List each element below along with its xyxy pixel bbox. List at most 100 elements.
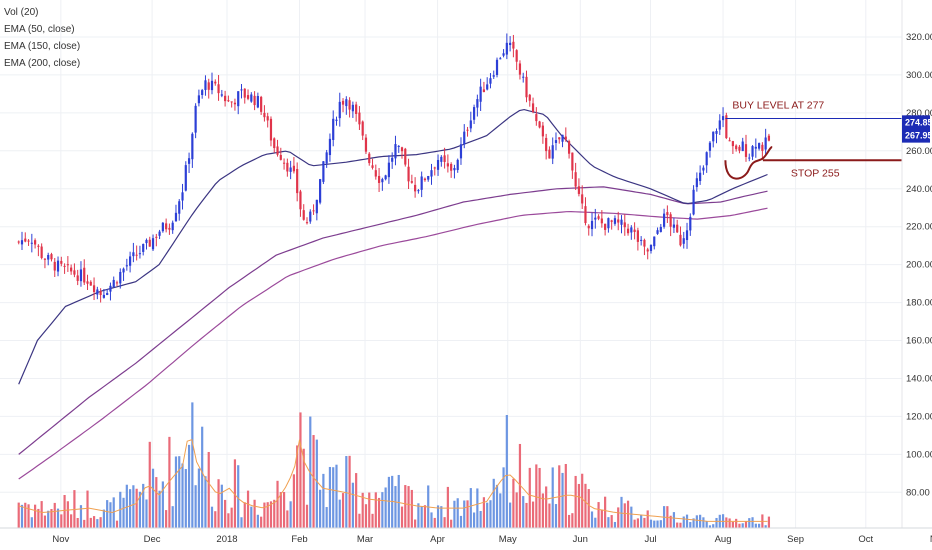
volume-bar — [210, 506, 214, 528]
candle-body — [148, 239, 151, 247]
candle-body — [623, 222, 626, 228]
volume-bar — [312, 435, 315, 528]
ema50-line — [18, 108, 768, 385]
volume-bar — [66, 501, 69, 528]
volume-bar — [151, 468, 155, 528]
legend-vol[interactable]: Vol (20) — [4, 7, 38, 18]
candle-body — [263, 112, 266, 118]
candle-body — [656, 230, 659, 234]
volume-bar — [148, 441, 151, 528]
legend-ema150[interactable]: EMA (150, close) — [4, 41, 80, 52]
volume-bar — [705, 521, 708, 528]
candle-body — [233, 102, 237, 105]
candle-body — [178, 201, 181, 214]
volume-bar — [751, 517, 754, 528]
candle-body — [571, 152, 574, 171]
candle-body — [410, 181, 413, 183]
volume-bar — [282, 491, 286, 528]
volume-bar — [214, 511, 217, 528]
candle-body — [197, 95, 200, 104]
time-tick-label: Apr — [430, 534, 445, 545]
volume-bar — [567, 514, 571, 528]
price-tick-label: 280.00 — [906, 108, 932, 119]
volume-bar — [443, 517, 446, 528]
volume-bar — [518, 443, 522, 528]
volume-bar — [250, 506, 253, 528]
volume-bar — [574, 475, 577, 528]
candle-body — [754, 146, 757, 149]
volume-bar — [30, 517, 33, 528]
candle-body — [617, 219, 620, 223]
volume-bar — [129, 489, 132, 528]
candle-body — [689, 216, 692, 231]
volume-bar — [397, 474, 400, 528]
candle-body — [237, 91, 240, 107]
ema-lines — [18, 108, 768, 480]
candle-body — [417, 190, 420, 192]
volume-bar — [407, 486, 410, 528]
volume-bar — [89, 517, 92, 528]
volume-bar — [672, 512, 676, 528]
candle-body — [355, 104, 358, 114]
volume-bar — [469, 488, 472, 528]
volume-bar — [400, 506, 404, 528]
volume-bar — [607, 517, 610, 528]
volume-bar — [414, 519, 417, 528]
volume-bar — [689, 522, 692, 528]
candle-body — [672, 224, 676, 228]
volume-bar — [472, 512, 476, 528]
volume-bar — [53, 502, 56, 528]
candle-body — [649, 244, 653, 251]
candle-body — [155, 236, 158, 238]
volume-bar — [227, 513, 230, 528]
candle-body — [299, 191, 302, 210]
candle-body — [466, 129, 469, 131]
candle-body — [328, 138, 332, 156]
volume-bar — [194, 485, 197, 528]
candle-body — [633, 229, 636, 232]
legend-ema200[interactable]: EMA (200, close) — [4, 58, 80, 69]
candle-body — [708, 142, 712, 151]
volume-bar — [659, 520, 662, 528]
time-tick-label: Jun — [573, 534, 588, 545]
volume-bar — [34, 504, 37, 528]
candle-body — [20, 240, 24, 245]
candle-body — [679, 234, 682, 246]
candle-body — [309, 211, 312, 222]
price-tick-label: 80.00 — [906, 487, 930, 498]
volume-bar — [260, 516, 263, 528]
volume-bar — [246, 490, 250, 528]
candle-body — [436, 159, 440, 170]
candle-body — [456, 159, 459, 171]
volume-bar — [584, 483, 587, 528]
time-axis[interactable]: Nov Dec 2018 Feb Mar Apr May Jun Jul Aug Sep Oct Nov — [52, 534, 932, 545]
candle-body — [430, 170, 433, 177]
candle-body — [315, 199, 318, 214]
volume-bar — [715, 517, 718, 528]
candle-body — [757, 143, 761, 149]
price-badge-upper — [902, 115, 930, 130]
volume-bar — [587, 489, 590, 528]
price-axis[interactable]: 80.00 100.00 120.00 140.00 160.00 180.00 200.0… — [906, 32, 932, 498]
candle-body — [486, 84, 489, 90]
volume-bar — [325, 507, 328, 528]
volume-bar — [453, 500, 456, 528]
volume-ma — [18, 439, 768, 522]
candle-body — [554, 140, 558, 143]
candle-body — [279, 154, 282, 160]
volume-bar — [646, 510, 649, 528]
volume-bar — [633, 519, 636, 528]
candle-body — [282, 162, 286, 164]
candle-body — [253, 95, 256, 106]
time-tick-label: May — [499, 534, 517, 545]
candle-body — [361, 121, 364, 136]
volume-bar — [240, 517, 243, 528]
candle-body — [286, 162, 289, 172]
volume-bar — [531, 501, 535, 528]
candle-body — [636, 230, 639, 242]
legend-ema50[interactable]: EMA (50, close) — [4, 24, 75, 35]
candle-body — [341, 100, 345, 105]
candle-body — [381, 179, 384, 183]
candle-body — [292, 165, 296, 172]
